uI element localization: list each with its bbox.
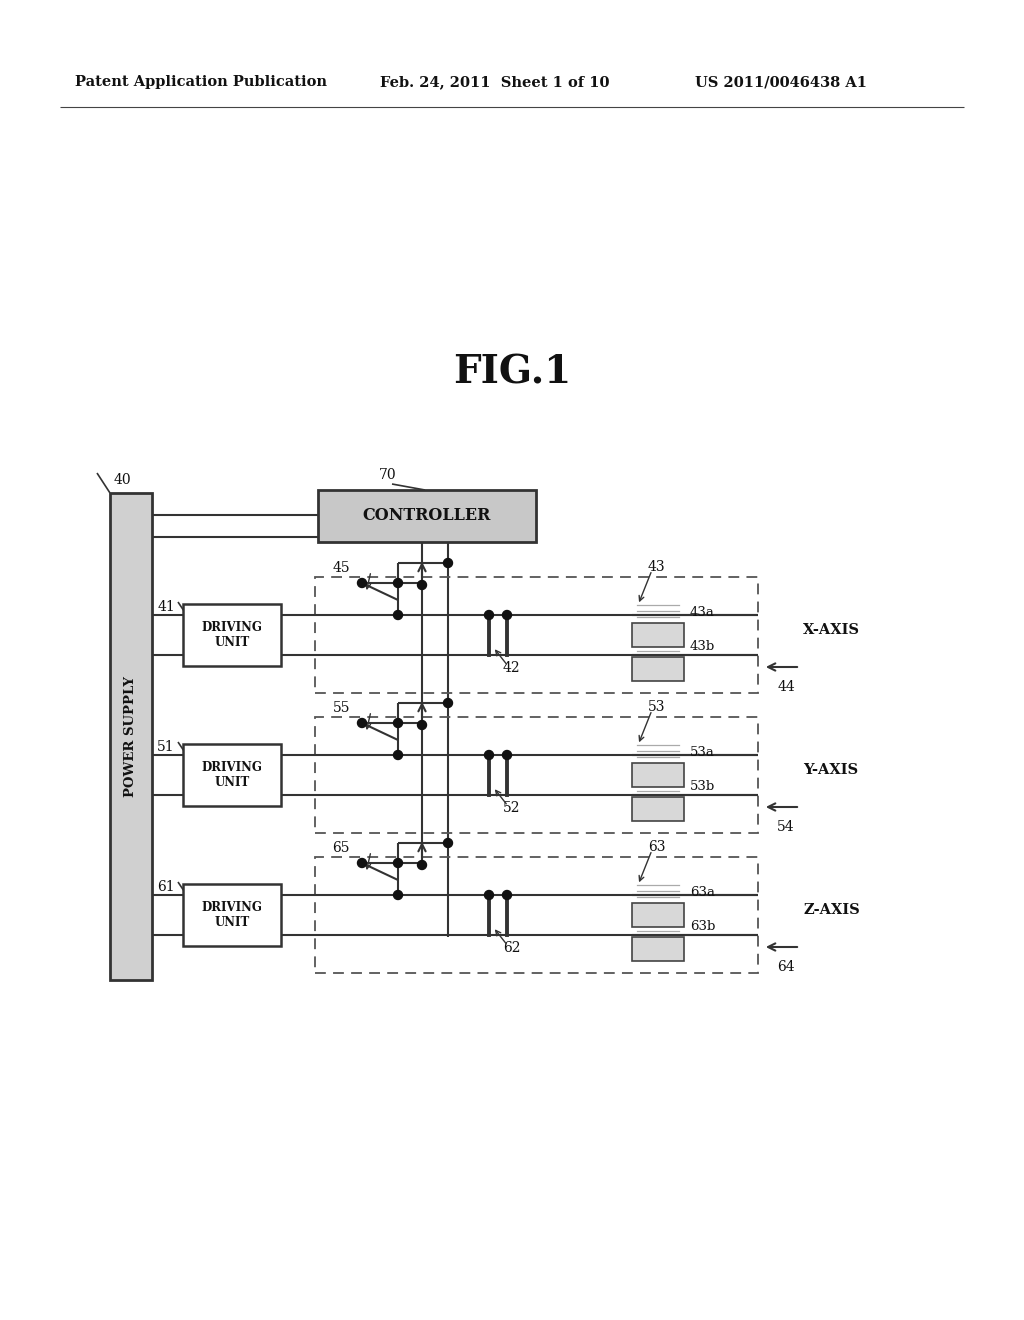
Circle shape xyxy=(443,698,453,708)
Bar xyxy=(315,857,758,973)
Circle shape xyxy=(393,610,402,619)
Bar xyxy=(632,657,684,681)
Circle shape xyxy=(484,751,494,759)
Circle shape xyxy=(393,858,402,867)
Bar xyxy=(183,744,281,807)
Text: DRIVING
UNIT: DRIVING UNIT xyxy=(202,620,262,649)
Text: 65: 65 xyxy=(333,841,350,855)
Circle shape xyxy=(393,891,402,899)
Text: 43b: 43b xyxy=(690,640,715,653)
Circle shape xyxy=(443,558,453,568)
Text: 45: 45 xyxy=(333,561,350,576)
Text: 63a: 63a xyxy=(690,887,715,899)
Text: 43: 43 xyxy=(648,560,666,574)
Text: 44: 44 xyxy=(777,680,795,694)
Circle shape xyxy=(503,751,512,759)
Circle shape xyxy=(393,751,402,759)
Bar xyxy=(183,605,281,667)
Bar xyxy=(183,884,281,946)
Text: 41: 41 xyxy=(158,601,175,614)
Text: 64: 64 xyxy=(777,960,795,974)
Text: 62: 62 xyxy=(503,941,520,954)
Text: 53: 53 xyxy=(648,700,666,714)
Text: CONTROLLER: CONTROLLER xyxy=(362,507,492,524)
Text: X-AXIS: X-AXIS xyxy=(803,623,860,638)
Bar xyxy=(632,763,684,787)
Text: 63: 63 xyxy=(648,840,666,854)
Bar xyxy=(632,903,684,927)
Circle shape xyxy=(484,891,494,899)
Text: 54: 54 xyxy=(777,820,795,834)
Bar xyxy=(632,797,684,821)
Circle shape xyxy=(357,718,367,727)
Circle shape xyxy=(503,891,512,899)
Text: 52: 52 xyxy=(503,801,520,814)
Circle shape xyxy=(503,610,512,619)
Text: DRIVING
UNIT: DRIVING UNIT xyxy=(202,902,262,929)
Circle shape xyxy=(418,581,427,590)
Bar xyxy=(632,937,684,961)
Bar xyxy=(318,490,536,543)
Circle shape xyxy=(484,610,494,619)
Circle shape xyxy=(357,858,367,867)
Bar xyxy=(315,577,758,693)
Text: FIG.1: FIG.1 xyxy=(453,354,571,392)
Text: 40: 40 xyxy=(114,473,132,487)
Bar xyxy=(315,717,758,833)
Bar xyxy=(632,623,684,647)
Text: US 2011/0046438 A1: US 2011/0046438 A1 xyxy=(695,75,867,88)
Text: 53a: 53a xyxy=(690,747,715,759)
Text: Z-AXIS: Z-AXIS xyxy=(803,903,860,917)
Text: 51: 51 xyxy=(158,741,175,754)
Circle shape xyxy=(357,578,367,587)
Text: Y-AXIS: Y-AXIS xyxy=(803,763,858,777)
Text: 55: 55 xyxy=(333,701,350,715)
Circle shape xyxy=(393,718,402,727)
Circle shape xyxy=(418,861,427,870)
Text: 42: 42 xyxy=(503,661,520,675)
Circle shape xyxy=(443,838,453,847)
Text: 63b: 63b xyxy=(690,920,716,933)
Bar xyxy=(110,492,152,979)
Text: DRIVING
UNIT: DRIVING UNIT xyxy=(202,762,262,789)
Text: Patent Application Publication: Patent Application Publication xyxy=(75,75,327,88)
Circle shape xyxy=(393,578,402,587)
Text: 70: 70 xyxy=(379,469,396,482)
Text: 53b: 53b xyxy=(690,780,715,793)
Text: Feb. 24, 2011  Sheet 1 of 10: Feb. 24, 2011 Sheet 1 of 10 xyxy=(380,75,609,88)
Circle shape xyxy=(418,721,427,730)
Text: 61: 61 xyxy=(158,880,175,894)
Text: 43a: 43a xyxy=(690,606,715,619)
Text: POWER SUPPLY: POWER SUPPLY xyxy=(125,676,137,797)
